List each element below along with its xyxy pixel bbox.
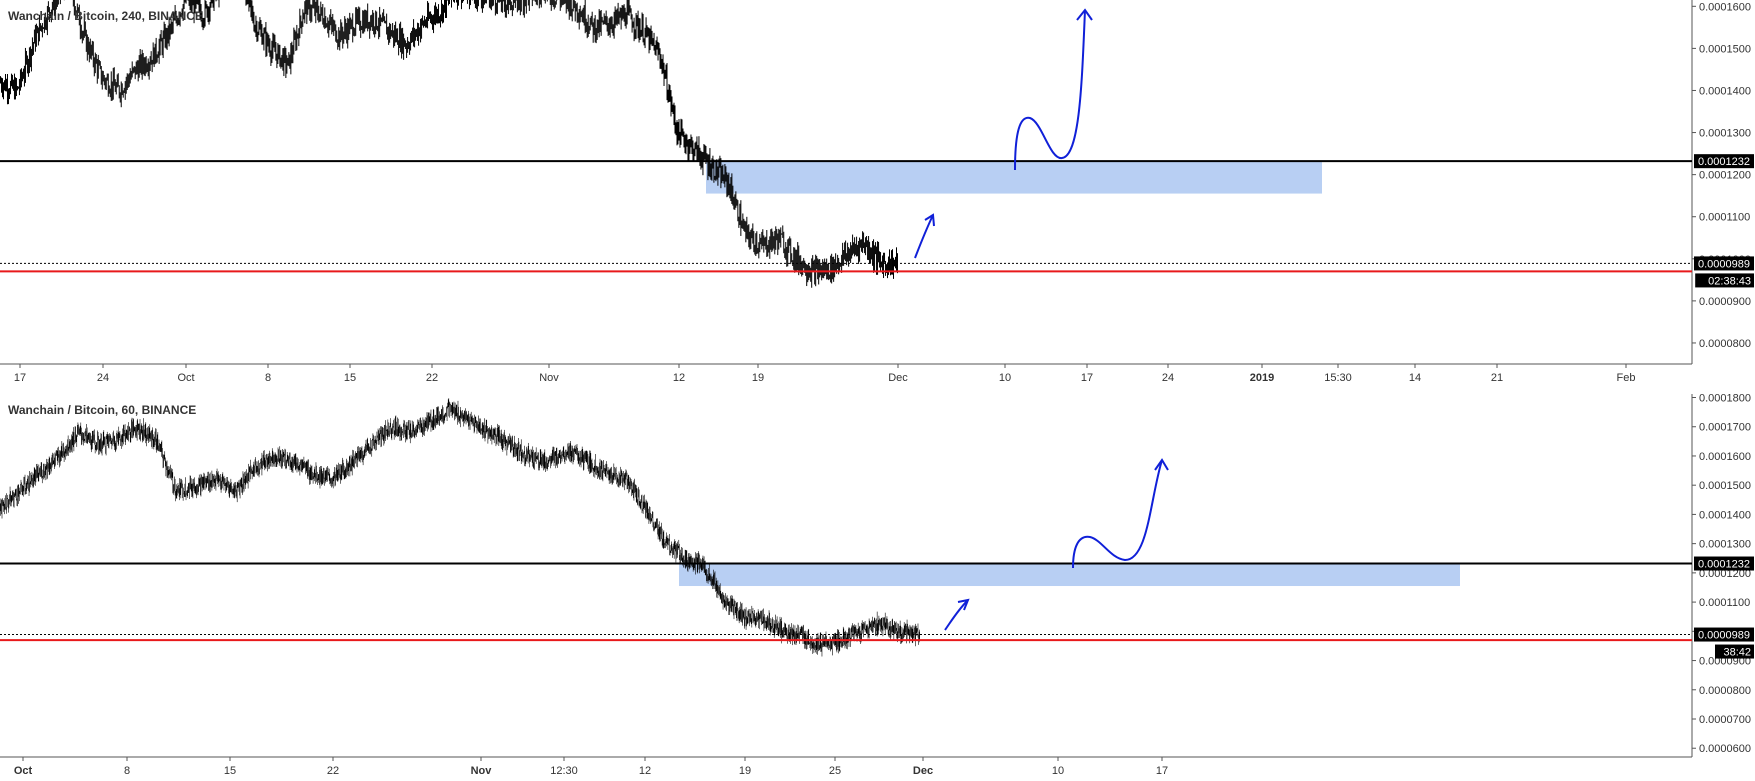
x-tick-label: 15 <box>344 372 356 384</box>
x-tick-label: Dec <box>913 765 933 777</box>
x-tick-label: Oct <box>177 372 194 384</box>
x-tick-label: 2019 <box>1250 372 1274 384</box>
x-tick-label: 22 <box>327 765 339 777</box>
x-tick-label: 15 <box>224 765 236 777</box>
y-tick-label: 0.0000700 <box>1699 714 1751 726</box>
y-tick-label: 0.0001200 <box>1699 568 1751 580</box>
y-tick-label: 0.0001300 <box>1699 539 1751 551</box>
x-tick-label: 22 <box>426 372 438 384</box>
y-tick-label: 0.0001600 <box>1699 1 1751 13</box>
y-tick-label: 0.0001100 <box>1699 597 1750 609</box>
chart-title: Wanchain / Bitcoin, 60, BINANCE <box>8 403 196 417</box>
y-tick-label: 0.0001600 <box>1699 451 1751 463</box>
chart-panel-240: 0.0001600 0.0001500 0.0001400 0.0001300 0.00… <box>0 0 1754 384</box>
projection-arrow[interactable] <box>914 214 934 259</box>
x-tick-label: 17 <box>1081 372 1093 384</box>
x-tick-label: Nov <box>539 372 559 384</box>
x-tick-label: 17 <box>1156 765 1168 777</box>
projection-arrow[interactable] <box>944 599 969 631</box>
arrow-head <box>957 598 970 611</box>
x-tick-label: 8 <box>265 372 271 384</box>
countdown-bg <box>1695 273 1754 288</box>
last-price-tag: 0.0000989 <box>1698 630 1750 642</box>
projection-arrow[interactable] <box>1014 9 1086 171</box>
countdown-label: 38:42 <box>1723 647 1751 659</box>
projection-arrow[interactable] <box>1072 459 1163 569</box>
x-tick-label: 24 <box>97 372 109 384</box>
x-tick-label: 15:30 <box>1324 372 1352 384</box>
y-tick-label: 0.0000900 <box>1699 296 1751 308</box>
arrow-head <box>924 213 935 227</box>
y-tick-label: 0.0001400 <box>1699 85 1751 97</box>
x-tick-label: 12:30 <box>550 765 578 777</box>
resistance-price-tag-bg <box>1694 556 1754 571</box>
x-tick-label: 21 <box>1491 372 1503 384</box>
y-tick-label: 0.0000800 <box>1699 685 1751 697</box>
countdown-label: 02:38:43 <box>1708 275 1751 287</box>
y-tick-label: 0.0001800 <box>1699 393 1751 405</box>
y-tick-label: 0.0001500 <box>1699 480 1751 492</box>
x-tick-label: 10 <box>1052 765 1064 777</box>
x-tick-label: 8 <box>124 765 130 777</box>
y-tick-label: 0.0001300 <box>1699 128 1751 140</box>
x-tick-label: Nov <box>471 765 493 777</box>
y-tick-label: 0.0000600 <box>1699 743 1751 755</box>
y-tick-label: 0.0001400 <box>1699 509 1751 521</box>
resistance-price-tag: 0.0001232 <box>1698 156 1750 168</box>
resistance-price-tag-bg <box>1694 154 1754 169</box>
x-tick-label: 12 <box>673 372 685 384</box>
chart-title: Wanchain / Bitcoin, 240, BINANCE <box>8 9 203 23</box>
arrow-head <box>1076 8 1093 21</box>
last-price-tag: 0.0000989 <box>1698 258 1750 270</box>
resistance-zone[interactable] <box>679 563 1460 587</box>
x-tick-label: Dec <box>888 372 908 384</box>
resistance-price-tag: 0.0001232 <box>1698 559 1750 571</box>
x-tick-label: 17 <box>14 372 26 384</box>
x-tick-label: 19 <box>739 765 751 777</box>
x-tick-label: Feb <box>1617 372 1636 384</box>
x-tick-label: 10 <box>999 372 1011 384</box>
x-tick-label: 25 <box>829 765 841 777</box>
chart-panel-60: 0.0001800 0.0001700 0.0001600 0.0001500 0.00… <box>0 393 1754 777</box>
arrow-head <box>1154 458 1169 471</box>
y-tick-label: 0.0001200 <box>1699 170 1751 182</box>
x-tick-label: Oct <box>14 765 33 777</box>
y-tick-label: 0.0001100 <box>1699 212 1750 224</box>
y-tick-label: 0.0000900 <box>1699 656 1751 668</box>
last-price-tag-bg <box>1694 256 1754 271</box>
last-price-tag-bg <box>1694 627 1754 642</box>
resistance-zone[interactable] <box>706 161 1322 194</box>
x-tick-label: 24 <box>1162 372 1174 384</box>
y-tick-label: 0.0001500 <box>1699 43 1751 55</box>
countdown-bg <box>1715 644 1754 659</box>
x-tick-label: 12 <box>639 765 651 777</box>
x-tick-label: 19 <box>752 372 764 384</box>
y-tick-label: 0.0001700 <box>1699 422 1751 434</box>
y-tick-label: 0.0000800 <box>1699 338 1751 350</box>
x-tick-label: 14 <box>1409 372 1421 384</box>
